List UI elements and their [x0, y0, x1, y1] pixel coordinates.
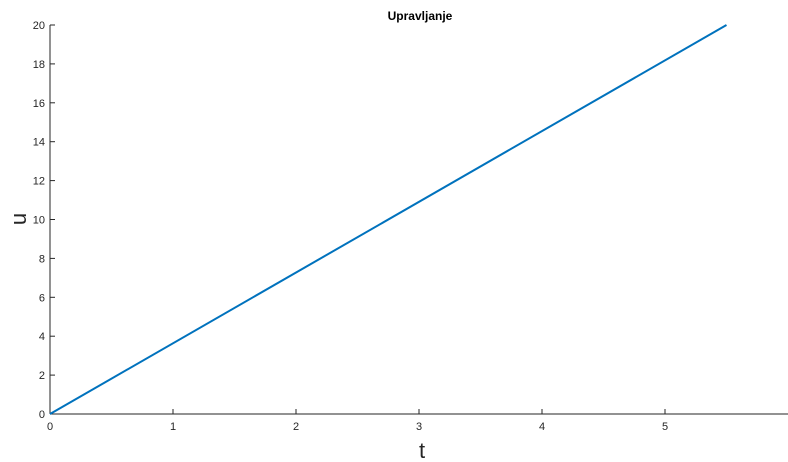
plot-area: [49, 24, 727, 415]
x-tick-label: 5: [662, 421, 668, 433]
x-tick-label: 0: [47, 421, 53, 433]
x-tick-label: 2: [293, 421, 299, 433]
y-tick-label: 0: [39, 409, 45, 421]
y-tick-label: 8: [39, 253, 45, 265]
y-tick-label: 18: [33, 59, 45, 71]
y-tick-label: 6: [39, 292, 45, 304]
x-axis-label: t: [419, 438, 425, 462]
y-tick-label: 2: [39, 370, 45, 382]
chart-title: Upravljanje: [388, 9, 453, 23]
y-ticks: 0 2 4 6 8 10 12 14 16 18 20: [33, 20, 55, 421]
y-axis-label: u: [6, 213, 31, 225]
axes: [49, 25, 788, 415]
x-tick-label: 4: [539, 421, 545, 433]
x-tick-label: 3: [416, 421, 422, 433]
series-line: [49, 24, 727, 415]
y-tick-label: 12: [33, 176, 45, 188]
y-tick-label: 20: [33, 20, 45, 32]
y-tick-label: 14: [33, 137, 45, 149]
y-tick-label: 4: [39, 331, 45, 343]
y-tick-label: 16: [33, 98, 45, 110]
x-tick-label: 1: [170, 421, 176, 433]
y-tick-label: 10: [33, 215, 45, 227]
x-ticks: 0 1 2 3 4 5: [47, 409, 668, 433]
